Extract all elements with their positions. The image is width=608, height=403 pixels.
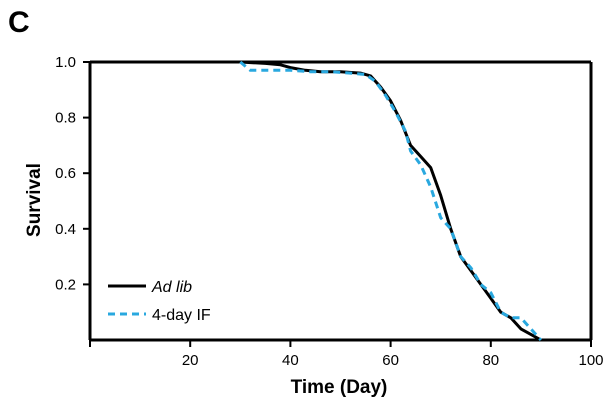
series-line-4-day-if xyxy=(239,60,543,342)
y-tick-label: 0.6 xyxy=(55,165,76,182)
x-axis-title: Time (Day) xyxy=(291,377,388,398)
axes: 20 40 60 80 100 0.2 0.4 0.6 0.8 1.0 xyxy=(55,54,603,369)
y-axis-title: Survival xyxy=(24,163,45,237)
axis-labels: Time (Day) Survival xyxy=(24,163,387,398)
y-tick-label: 0.2 xyxy=(55,276,76,293)
panel-label: C xyxy=(8,6,30,39)
legend-label-4-day-if: 4-day IF xyxy=(152,307,211,324)
x-tick-label: 20 xyxy=(182,352,199,369)
x-tick-label: 100 xyxy=(578,352,603,369)
series-layer xyxy=(239,60,543,342)
x-tick-label: 40 xyxy=(282,352,299,369)
series-line-ad-lib xyxy=(240,60,542,342)
y-tick-label: 0.4 xyxy=(55,221,76,238)
y-tick-label: 1.0 xyxy=(55,54,76,71)
legend: Ad lib 4-day IF xyxy=(108,279,211,324)
legend-label-ad-lib: Ad lib xyxy=(151,279,192,296)
x-tick-label: 60 xyxy=(382,352,399,369)
x-tick-label: 80 xyxy=(482,352,499,369)
y-tick-label: 0.8 xyxy=(55,110,76,127)
